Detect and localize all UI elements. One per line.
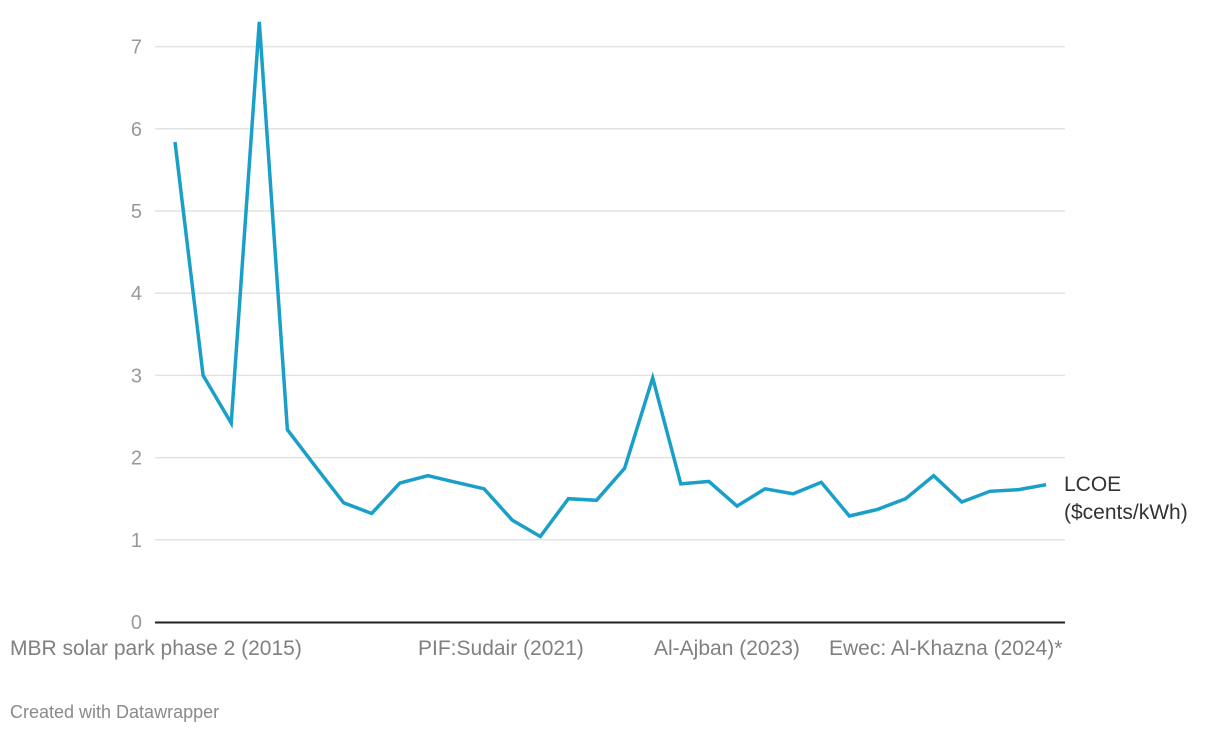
x-tick-label-2: Al-Ajban (2023) xyxy=(654,637,800,660)
footer-credit: Created with Datawrapper xyxy=(10,702,220,722)
y-tick-label-6: 6 xyxy=(131,119,142,141)
x-axis: MBR solar park phase 2 (2015) PIF:Sudair … xyxy=(10,621,1065,660)
series-layer xyxy=(173,21,1047,539)
series-label-layer: LCOE ($cents/kWh) xyxy=(1064,473,1188,524)
y-tick-label-0: 0 xyxy=(131,612,142,634)
x-tick-label-0: MBR solar park phase 2 (2015) xyxy=(10,637,302,660)
x-tick-label-1: PIF:Sudair (2021) xyxy=(418,637,584,660)
series-line-lcoe xyxy=(173,21,1047,539)
x-tick-label-3: Ewec: Al-Khazna (2024)* xyxy=(829,637,1062,660)
y-axis-tick-labels: 0 1 2 3 4 5 6 7 xyxy=(131,37,142,634)
y-tick-label-4: 4 xyxy=(131,283,142,305)
y-tick-label-2: 2 xyxy=(131,448,142,470)
y-tick-label-7: 7 xyxy=(131,37,142,59)
gridlines xyxy=(155,45,1065,541)
series-label-lcoe: LCOE ($cents/kWh) xyxy=(1064,473,1188,524)
y-tick-label-1: 1 xyxy=(131,530,142,552)
y-tick-label-5: 5 xyxy=(131,201,142,223)
y-tick-label-3: 3 xyxy=(131,365,142,387)
